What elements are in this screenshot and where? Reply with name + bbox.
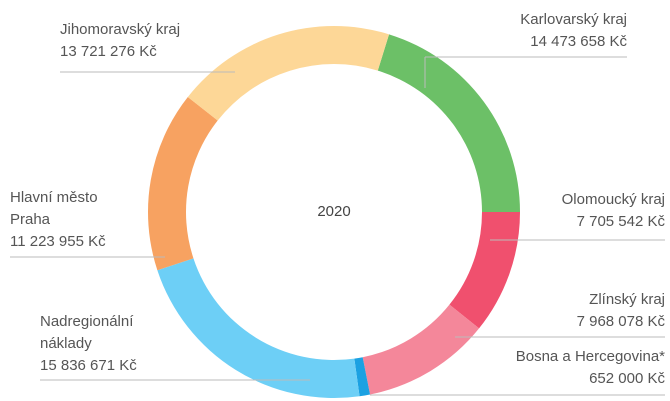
category-name: Zlínský kraj <box>589 291 665 308</box>
donut-segment <box>157 258 360 398</box>
segment-label: Jihomoravský kraj 13 721 276 Kč <box>60 19 260 63</box>
category-name: Nadregionální náklady <box>40 313 134 352</box>
segment-label: Nadregionální náklady 15 836 671 Kč <box>40 311 160 377</box>
segment-label: Hlavní město Praha 11 223 955 Kč <box>10 187 130 253</box>
category-name: Karlovarský kraj <box>520 11 627 28</box>
segment-label: Bosna a Hercegovina* 652 000 Kč <box>465 346 665 390</box>
donut-segment <box>362 304 480 395</box>
value-label: 7 705 542 Kč <box>576 213 665 230</box>
segment-label: Olomoucký kraj 7 705 542 Kč <box>465 189 665 233</box>
value-label: 13 721 276 Kč <box>60 43 157 60</box>
segment-label: Zlínský kraj 7 968 078 Kč <box>465 289 665 333</box>
donut-segment <box>148 96 218 271</box>
segment-label: Karlovarský kraj 14 473 658 Kč <box>427 9 627 53</box>
value-label: 652 000 Kč <box>589 370 665 387</box>
value-label: 15 836 671 Kč <box>40 357 137 374</box>
category-name: Jihomoravský kraj <box>60 21 181 38</box>
donut-segment <box>354 357 371 397</box>
value-label: 7 968 078 Kč <box>576 313 665 330</box>
category-name: Olomoucký kraj <box>561 191 665 208</box>
category-name: Hlavní město Praha <box>10 189 98 228</box>
category-name: Bosna a Hercegovina* <box>515 348 665 365</box>
value-label: 14 473 658 Kč <box>530 33 627 50</box>
center-label: 2020 <box>317 203 350 220</box>
donut-segment <box>377 34 520 213</box>
donut-segment <box>187 25 390 121</box>
donut-segment <box>449 212 520 329</box>
value-label: 11 223 955 Kč <box>10 233 106 250</box>
